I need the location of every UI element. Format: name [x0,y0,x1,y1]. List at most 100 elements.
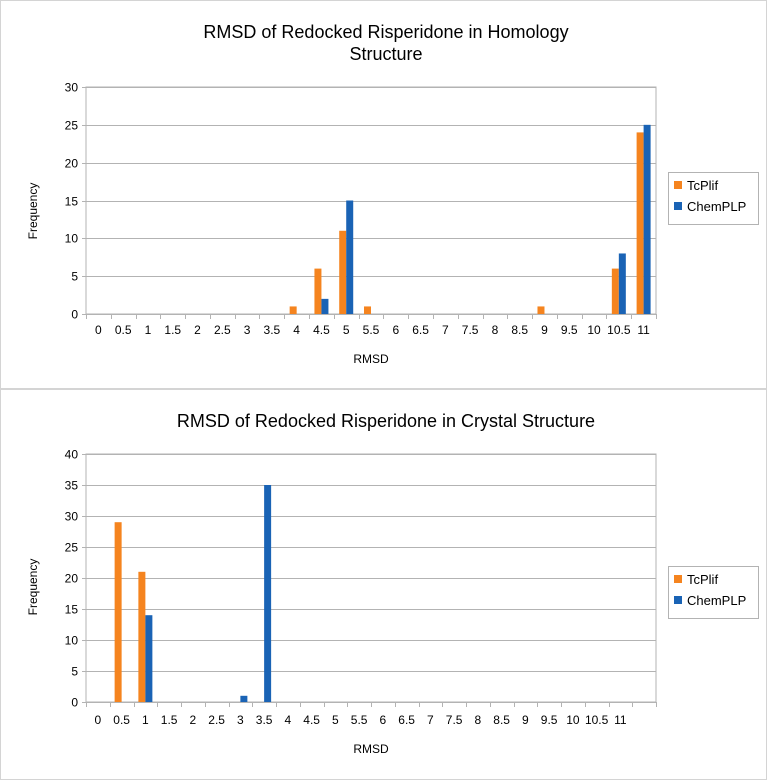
y-axis-label: Frequency [26,559,40,616]
x-tick-label: 3.5 [256,713,273,727]
x-tick-label: 4 [285,713,292,727]
crystal-chart: 0 5 10 15 20 25 30 35 40 0 0.5 1 1.5 2 2.5 3 3.5 4 4.5 5 5.5… [26,411,759,756]
x-tick-label: 1 [145,323,152,337]
x-tick-label: 10 [587,323,601,337]
chart-title: RMSD of Redocked Risperidone in Homology [203,22,568,42]
y-tick-label: 25 [65,119,79,133]
legend-label-tcplif: TcPlif [687,178,718,193]
x-tick-label: 1.5 [164,323,181,337]
y-tick-label: 5 [71,665,78,679]
chart-title: RMSD of Redocked Risperidone in Crystal … [177,411,595,431]
legend-label-tcplif: TcPlif [687,572,718,587]
x-tick-label: 10 [566,713,580,727]
legend-box [668,566,759,619]
x-tick-label: 8.5 [511,323,528,337]
x-tick-label: 0 [95,713,102,727]
x-tick-label: 4.5 [313,323,330,337]
y-tick-label: 20 [65,572,79,586]
x-tick-label: 1 [142,713,149,727]
x-tick-label: 4.5 [303,713,320,727]
x-tick-label: 5.5 [363,323,380,337]
bar-tcplif [611,268,619,314]
x-tick-label: 3 [237,713,244,727]
x-tick-label: 8 [492,323,499,337]
x-tick-label: 11 [637,323,650,337]
y-tick-label: 0 [71,308,78,322]
crystal-chart-panel: 0 5 10 15 20 25 30 35 40 0 0.5 1 1.5 2 2.5 3 3.5 4 4.5 5 5.5… [0,389,767,780]
x-tick-label: 2.5 [214,323,231,337]
y-tick-label: 30 [65,510,79,524]
bar-tcplif [339,230,347,314]
y-tick-label: 35 [65,479,79,493]
legend-label-chemplp: ChemPLP [687,199,746,214]
legend-label-chemplp: ChemPLP [687,593,746,608]
x-tick-label: 0.5 [113,713,130,727]
legend-swatch-tcplif [674,181,682,189]
x-tick-label: 9 [541,323,548,337]
x-tick-label: 6 [380,713,387,727]
bar-chemplp [643,124,651,314]
legend-swatch-tcplif [674,575,682,583]
x-tick-label: 6.5 [412,323,429,337]
x-tick-label: 6 [392,323,399,337]
y-tick-label: 0 [71,696,78,710]
x-axis-label: RMSD [353,742,389,756]
x-tick-label: 9 [522,713,529,727]
y-tick-label: 5 [71,270,78,284]
y-tick-label: 15 [65,195,79,209]
y-tick-label: 25 [65,541,79,555]
x-tick-label: 0.5 [115,323,132,337]
x-tick-label: 8.5 [493,713,510,727]
bar-tcplif [114,522,122,702]
x-tick-label: 9.5 [541,713,558,727]
x-tick-label: 5 [343,323,350,337]
y-tick-label: 30 [65,81,79,95]
x-tick-label: 9.5 [561,323,578,337]
y-tick-label: 10 [65,232,79,246]
legend-box [668,172,759,225]
x-axis-label: RMSD [353,352,389,366]
x-tick-label: 3 [244,323,251,337]
x-tick-label: 8 [475,713,482,727]
x-tick-label: 10.5 [607,323,631,337]
bar-chemplp [145,615,153,702]
x-tick-label: 6.5 [398,713,415,727]
x-tick-label: 7 [442,323,449,337]
x-tick-label: 0 [95,323,102,337]
plot-area [85,86,657,315]
y-tick-label: 10 [65,634,79,648]
legend-swatch-chemplp [674,202,682,210]
homology-chart-panel: 0 5 10 15 20 25 30 0 0.5 1 1.5 2 2.5 3 3.5 4 4.5 5 5.5 6 6.5… [0,0,767,389]
y-tick-label: 40 [65,448,79,462]
x-tick-label: 2.5 [208,713,225,727]
x-tick-label: 1.5 [161,713,178,727]
x-tick-label: 7 [427,713,434,727]
x-tick-label: 7.5 [446,713,463,727]
bar-tcplif [364,306,371,314]
bar-chemplp [240,695,248,702]
bar-tcplif [138,571,146,702]
x-tick-label: 11 [614,713,627,727]
x-tick-label: 5 [332,713,339,727]
y-tick-label: 20 [65,157,79,171]
x-tick-label: 10.5 [585,713,609,727]
y-tick-label: 15 [65,603,79,617]
homology-chart: 0 5 10 15 20 25 30 0 0.5 1 1.5 2 2.5 3 3.5 4 4.5 5 5.5 6 6.5… [26,22,759,366]
bar-tcplif [636,132,644,314]
chart-title: Structure [349,44,422,64]
x-tick-label: 4 [293,323,300,337]
bar-chemplp [264,485,272,702]
bar-chemplp [346,200,354,314]
x-tick-label: 5.5 [351,713,368,727]
x-tick-label: 7.5 [462,323,479,337]
bar-tcplif [314,268,322,314]
x-tick-label: 3.5 [264,323,281,337]
legend-swatch-chemplp [674,596,682,604]
x-tick-label: 2 [190,713,197,727]
bar-tcplif [537,306,545,314]
bar-chemplp [618,253,626,314]
bar-chemplp [321,298,329,314]
x-tick-label: 2 [194,323,201,337]
y-axis-label: Frequency [26,183,40,240]
bar-tcplif [289,306,297,314]
